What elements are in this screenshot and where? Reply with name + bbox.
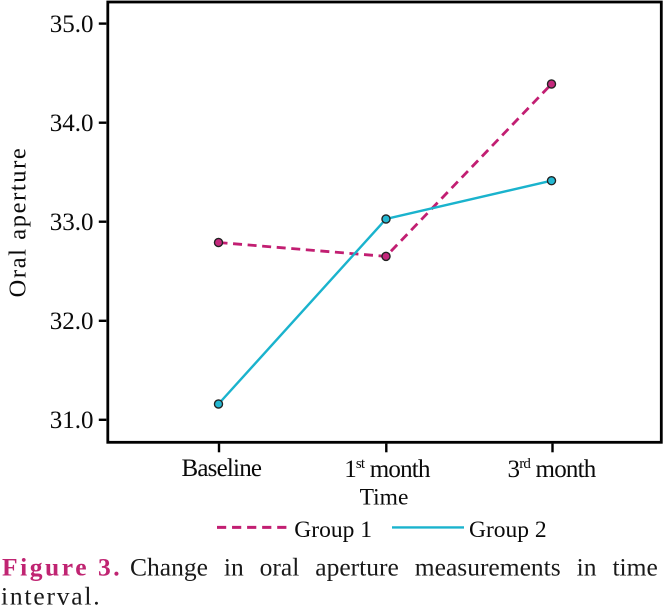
svg-text:Group 2: Group 2 xyxy=(469,517,547,543)
svg-text:1st month: 1st month xyxy=(344,456,431,483)
svg-text:Figure 3.: Figure 3. xyxy=(2,553,122,582)
svg-text:Oral aperture: Oral aperture xyxy=(4,147,31,298)
svg-text:Group 1: Group 1 xyxy=(294,517,372,543)
svg-text:33.0: 33.0 xyxy=(50,209,94,236)
svg-text:Change in oral aperture measur: Change in oral aperture measurements in … xyxy=(130,553,658,582)
svg-text:31.0: 31.0 xyxy=(50,407,94,434)
svg-text:3rd month: 3rd month xyxy=(508,456,597,483)
svg-text:32.0: 32.0 xyxy=(50,308,94,335)
svg-text:Time: Time xyxy=(360,484,409,510)
svg-text:Baseline: Baseline xyxy=(182,455,262,482)
svg-text:34.0: 34.0 xyxy=(50,110,94,137)
svg-text:interval.: interval. xyxy=(1,581,101,609)
svg-text:35.0: 35.0 xyxy=(50,11,94,38)
